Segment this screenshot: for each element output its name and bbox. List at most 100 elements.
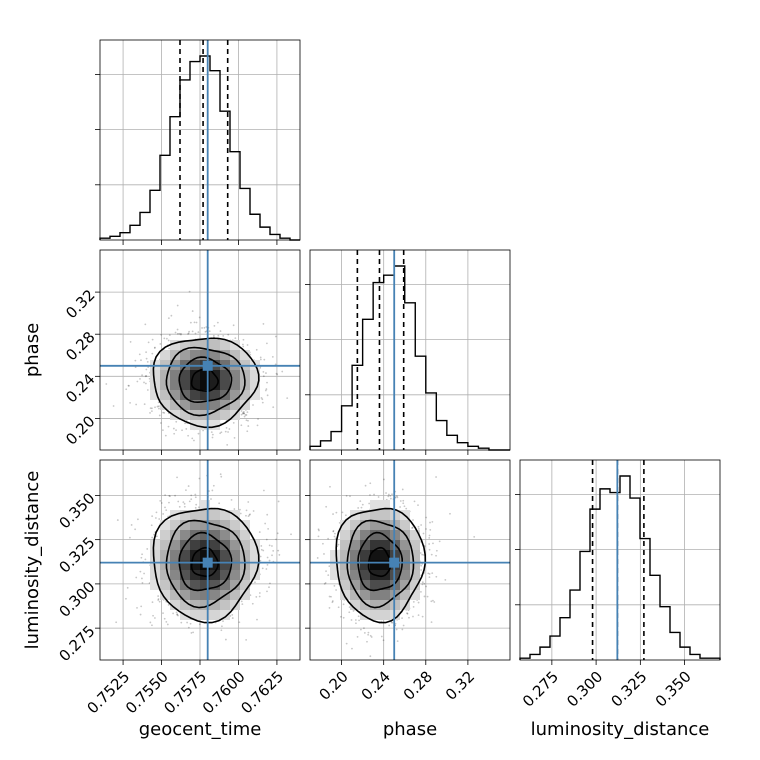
sample-point xyxy=(144,375,147,378)
sample-point xyxy=(412,615,414,618)
sample-point xyxy=(395,495,398,498)
density-cell xyxy=(380,510,390,520)
sample-point xyxy=(219,330,222,332)
sample-point xyxy=(201,327,203,329)
density-cell xyxy=(160,350,170,360)
density-cell xyxy=(220,540,230,550)
sample-point xyxy=(428,576,431,579)
sample-point xyxy=(290,533,292,536)
density-cell xyxy=(200,510,210,520)
density-cell xyxy=(360,540,370,550)
density-cell xyxy=(190,520,200,530)
density-cell xyxy=(210,350,220,360)
sample-point xyxy=(262,370,265,373)
density-cell xyxy=(220,410,230,420)
sample-point xyxy=(366,640,368,643)
density-cell xyxy=(230,400,240,410)
density-cell xyxy=(160,520,170,530)
density-cell xyxy=(330,550,340,560)
sample-point xyxy=(402,499,405,502)
density-cell xyxy=(170,540,180,550)
density-cell xyxy=(410,530,420,540)
sample-point xyxy=(167,603,170,606)
density-cell xyxy=(340,570,350,580)
sample-point xyxy=(255,596,258,598)
density-cell xyxy=(370,560,380,570)
density-cell xyxy=(180,380,190,390)
sample-point xyxy=(265,568,268,570)
sample-point xyxy=(165,509,168,512)
sample-point xyxy=(184,422,186,425)
sample-point xyxy=(194,496,197,499)
density-cell xyxy=(210,580,220,590)
sample-point xyxy=(130,524,133,526)
panel-frame xyxy=(309,249,511,451)
sample-point xyxy=(212,484,215,487)
sample-point xyxy=(222,334,225,337)
density-cell xyxy=(350,570,360,580)
sample-point xyxy=(138,353,141,356)
sample-point xyxy=(345,494,348,497)
sample-point xyxy=(139,613,142,616)
sample-point xyxy=(151,624,153,627)
sample-point xyxy=(172,612,174,615)
density-cell xyxy=(340,580,350,590)
density-cell xyxy=(240,540,250,550)
density-cell xyxy=(370,540,380,550)
sample-point xyxy=(342,603,345,606)
density-cell xyxy=(350,580,360,590)
density-cell xyxy=(370,610,380,620)
sample-point xyxy=(182,501,185,504)
sample-point xyxy=(429,521,431,524)
density-cell xyxy=(190,590,200,600)
density-cell xyxy=(170,570,180,580)
sample-point xyxy=(224,430,227,433)
density-cell xyxy=(250,560,260,570)
sample-point xyxy=(194,493,197,496)
sample-point xyxy=(260,548,263,551)
sample-point xyxy=(134,366,137,369)
density-cell xyxy=(190,370,200,380)
sample-point xyxy=(115,621,118,624)
sample-point xyxy=(247,501,250,503)
sample-point xyxy=(149,621,152,624)
density-cell xyxy=(200,350,210,360)
sample-point xyxy=(178,332,181,335)
y-tick-label-luminosity_distance: 0.275 xyxy=(55,622,98,665)
density-cell xyxy=(210,380,220,390)
sample-point xyxy=(403,505,406,508)
sample-point xyxy=(212,334,215,337)
sample-point xyxy=(369,655,372,658)
density-cell xyxy=(160,400,170,410)
density-cell xyxy=(220,350,230,360)
sample-point xyxy=(181,429,183,432)
sample-point xyxy=(178,505,181,508)
sample-point xyxy=(167,317,170,320)
sample-point xyxy=(275,372,278,375)
sample-point xyxy=(435,575,438,578)
sample-point xyxy=(257,418,259,420)
sample-point xyxy=(226,443,229,446)
sample-point xyxy=(349,495,351,498)
density-cell xyxy=(210,390,220,400)
sample-point xyxy=(187,626,190,629)
sample-point xyxy=(428,548,431,551)
sample-point xyxy=(421,581,424,584)
contour-3 xyxy=(152,337,260,429)
sample-point xyxy=(260,545,263,547)
density-cell xyxy=(230,590,240,600)
density-cell xyxy=(230,540,240,550)
sample-point xyxy=(420,569,423,571)
sample-point xyxy=(230,498,233,501)
sample-point xyxy=(247,515,250,518)
density-cell xyxy=(380,560,390,570)
sample-point xyxy=(333,535,336,538)
sample-point xyxy=(135,403,138,406)
density-cell xyxy=(340,540,350,550)
sample-point xyxy=(112,405,115,407)
y-axis-label-luminosity_distance: luminosity_distance xyxy=(22,471,43,650)
sample-point xyxy=(323,553,325,555)
sample-point xyxy=(243,412,246,415)
density-cell xyxy=(330,570,340,580)
